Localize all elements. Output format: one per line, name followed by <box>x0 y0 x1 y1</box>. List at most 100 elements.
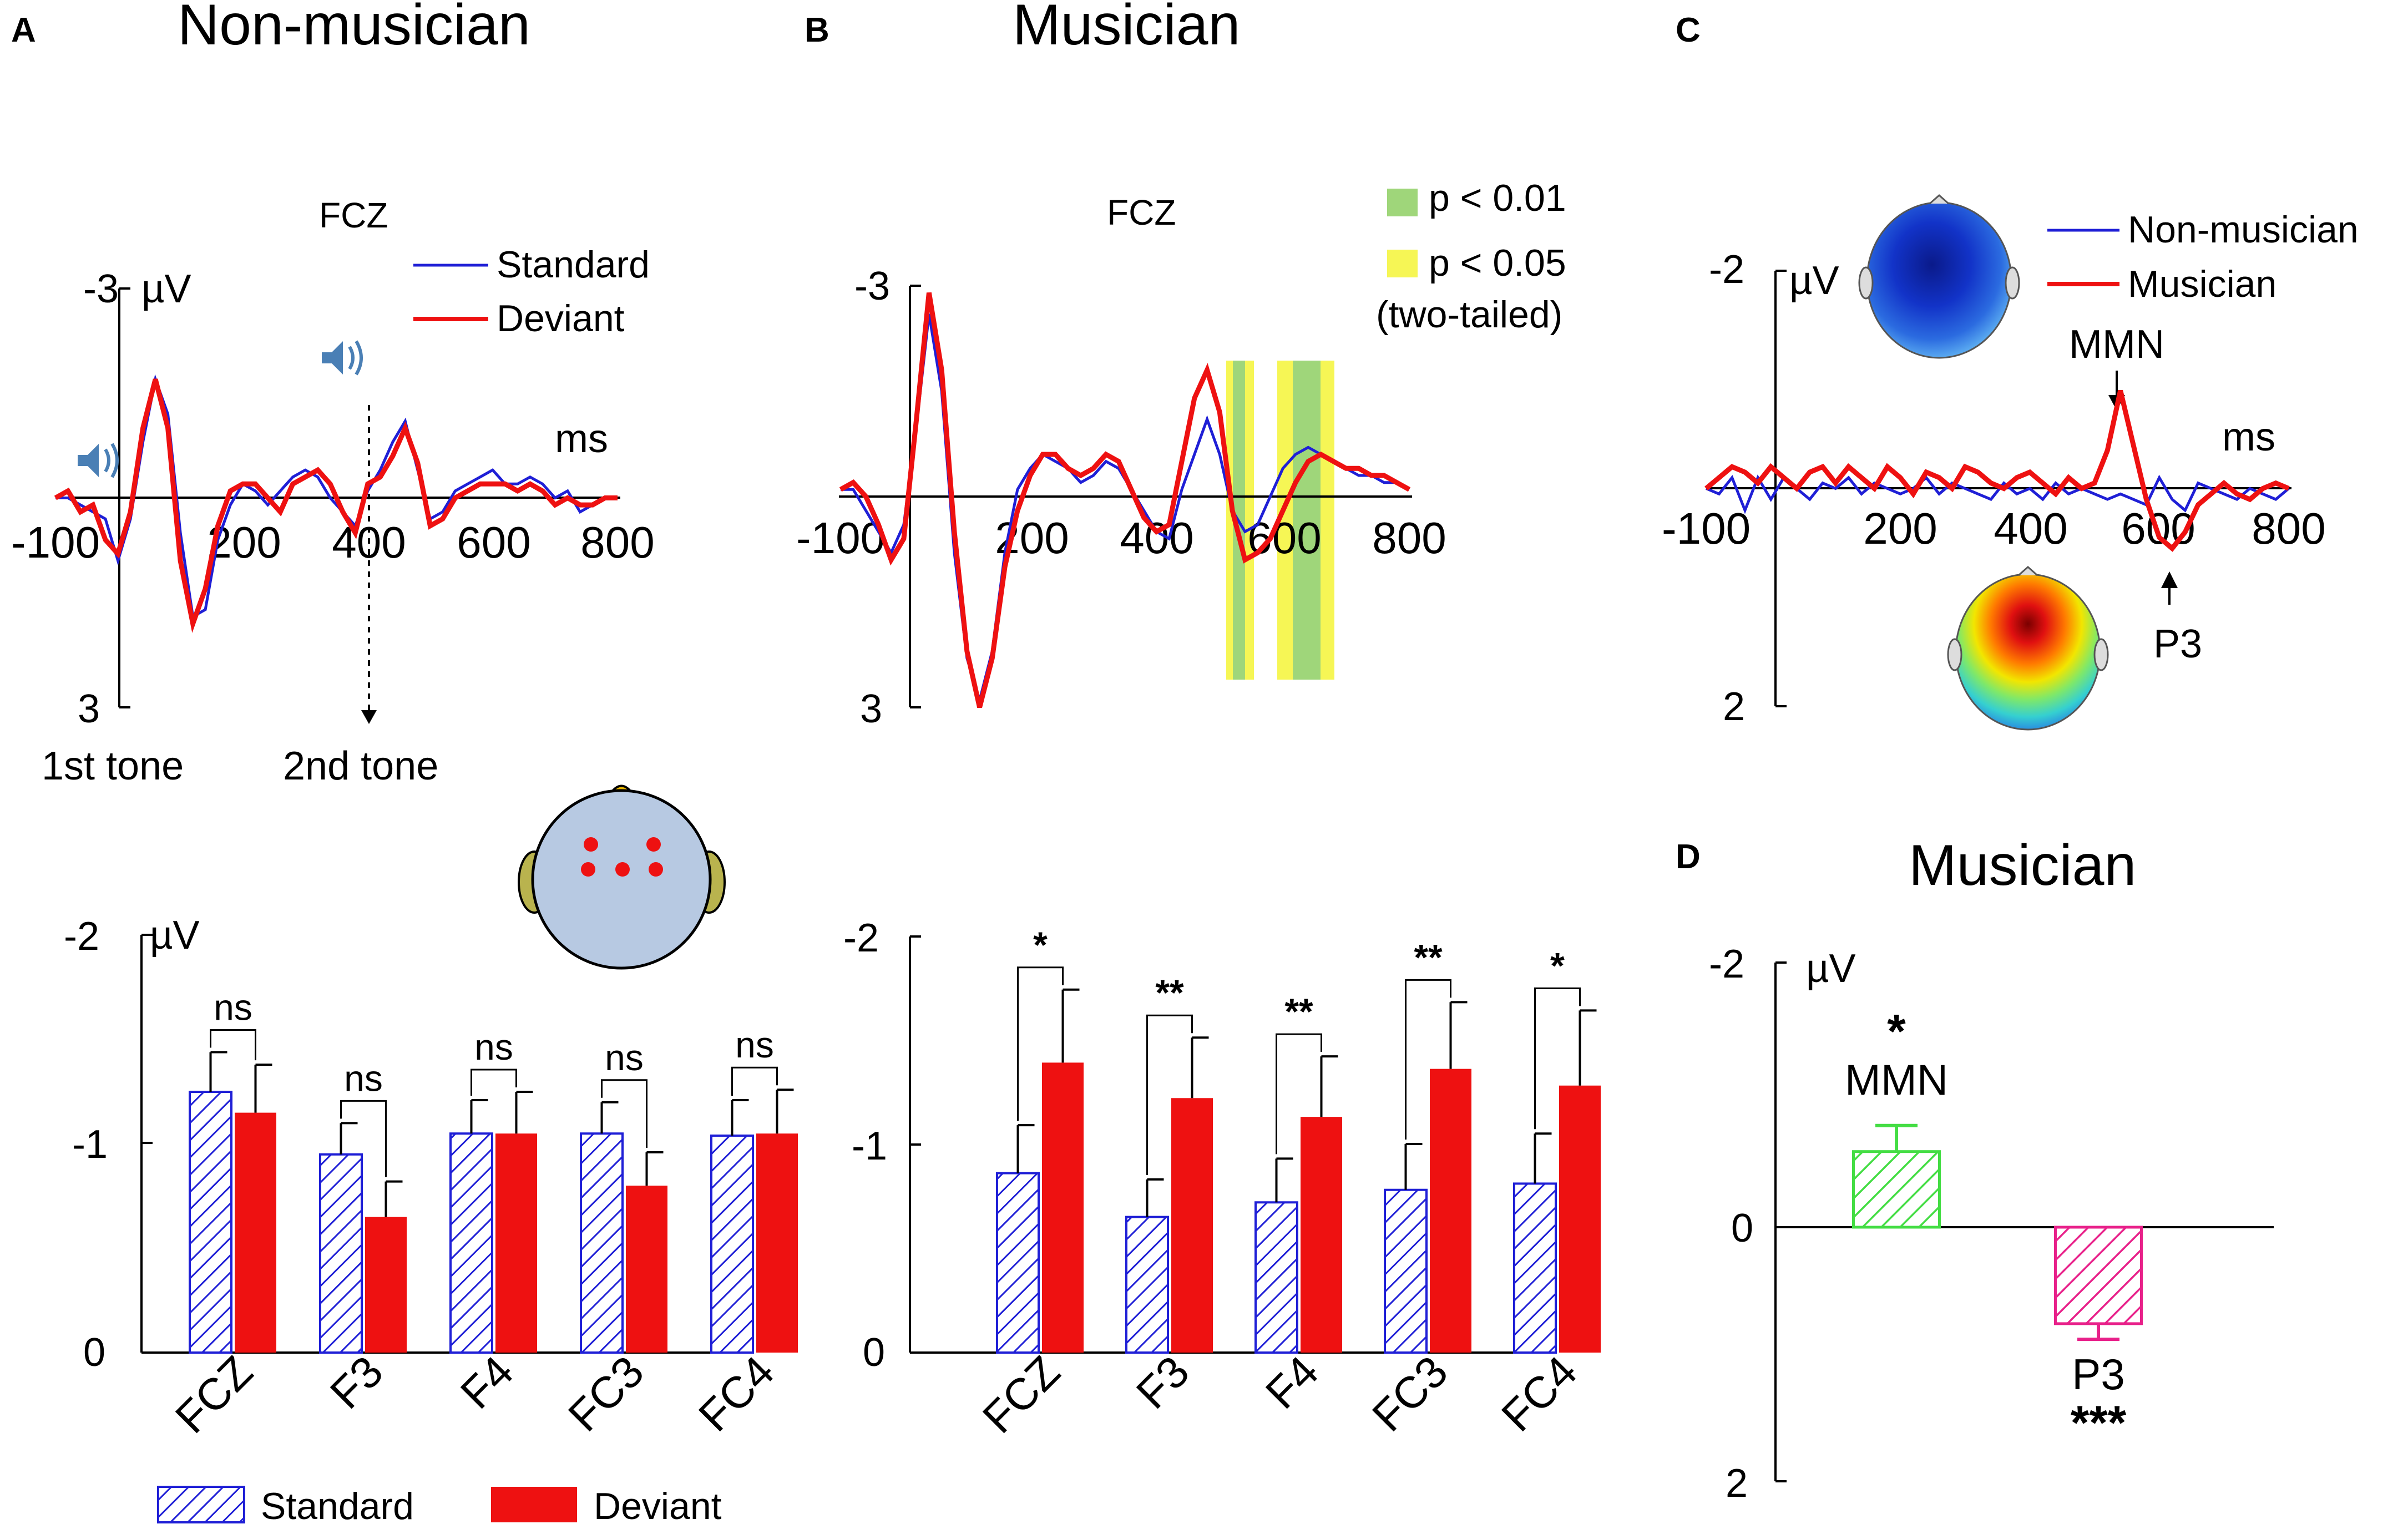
significance-bracket <box>1276 1033 1322 1155</box>
bar-deviant <box>1171 1098 1213 1353</box>
b-legend-p05-swatch <box>1387 250 1418 277</box>
c-y-tick-label-top: -2 <box>1709 247 1744 292</box>
c-x-tick-label: 400 <box>1994 504 2067 553</box>
panel-letter-a: A <box>11 11 36 49</box>
significance-label: ns <box>214 987 252 1028</box>
significance-label: * <box>1887 1005 1906 1059</box>
a-bar-ylabel: µV <box>150 913 200 958</box>
a-erp-title: FCZ <box>319 195 388 235</box>
legend-standard-label: Standard <box>261 1485 414 1527</box>
category-label: FC3 <box>559 1346 653 1441</box>
b-legend-p01-swatch <box>1387 189 1418 216</box>
b-bar-y-tick-label: -2 <box>843 916 879 960</box>
panel-letter-b: B <box>805 11 829 49</box>
p3-label: P3 <box>2153 622 2202 666</box>
bar-deviant <box>495 1133 537 1353</box>
a-erp-y-tick-label-top: -3 <box>83 267 119 311</box>
bar-deviant <box>1301 1117 1342 1353</box>
bar-mmn <box>1852 1150 1941 1229</box>
panel-title-b: Musician <box>1013 0 1240 57</box>
a-erp-x-tick-label: 800 <box>580 518 654 567</box>
a-erp-xlabel: ms <box>555 417 608 461</box>
d-bar-y-tick-label: 0 <box>1731 1206 1753 1250</box>
c-y-tick-label-bottom: 2 <box>1723 685 1745 729</box>
category-label: P3 <box>2072 1350 2124 1399</box>
second-tone-arrowhead <box>361 710 377 724</box>
bar-deviant <box>756 1133 798 1353</box>
d-bar-ylabel: µV <box>1806 946 1856 991</box>
a-erp-ylabel: µV <box>141 267 191 311</box>
category-label: MMN <box>1845 1056 1948 1105</box>
category-label: FC4 <box>689 1346 783 1441</box>
a-bar-y-tick-label: 0 <box>83 1330 105 1375</box>
a-legend-standard: Standard <box>497 244 650 286</box>
bar-standard <box>1384 1188 1428 1354</box>
bottom-legend: Standard Deviant <box>157 1485 722 1527</box>
p3-arrowhead <box>2161 571 2178 588</box>
b-bar-y-tick-label: 0 <box>863 1330 885 1375</box>
bar-deviant <box>626 1186 667 1353</box>
c-x-tick-label: 200 <box>1863 504 1937 553</box>
bar-deviant <box>235 1112 276 1353</box>
significance-label: ns <box>605 1037 644 1078</box>
b-bar-y-tick-label: -1 <box>852 1124 887 1168</box>
significance-bracket <box>1146 1014 1193 1175</box>
category-label: F3 <box>321 1346 392 1418</box>
head-icon <box>531 789 712 970</box>
bar-deviant <box>365 1217 407 1353</box>
category-label: F3 <box>1127 1346 1198 1418</box>
b-erp-deviant-line <box>839 292 1411 708</box>
category-label: FC3 <box>1363 1346 1457 1441</box>
category-label: FCZ <box>973 1346 1069 1442</box>
topomap-mmn <box>1858 194 2020 359</box>
category-label: FC4 <box>1492 1346 1586 1441</box>
mmn-label: MMN <box>2069 322 2164 367</box>
legend-deviant-label: Deviant <box>594 1485 722 1527</box>
speaker-icon <box>322 340 363 376</box>
c-x-tick-label: -100 <box>1662 504 1751 553</box>
d-bar-y-tick-label: -2 <box>1709 942 1744 986</box>
significance-bracket <box>1405 979 1451 1140</box>
significance-label: ** <box>1155 972 1184 1013</box>
significance-bracket <box>1534 987 1581 1130</box>
bar-standard <box>319 1153 363 1354</box>
bar-p3 <box>2054 1226 2143 1325</box>
first-tone-label: 1st tone <box>42 744 184 788</box>
bar-standard <box>710 1134 754 1354</box>
significance-bracket <box>210 1029 256 1061</box>
significance-bracket <box>1017 966 1064 1121</box>
speaker-icon <box>78 443 119 478</box>
panel-c-difference-chart: -2 2 µV ms -100 200 400 600 800 Non-musi… <box>1662 194 2359 731</box>
b-erp-x-tick-label: -100 <box>796 513 885 563</box>
bar-deviant <box>1559 1085 1601 1353</box>
b-erp-x-tick-label: 400 <box>1120 513 1193 563</box>
b-erp-y-tick-label-bottom: 3 <box>860 687 882 731</box>
c-musician-line <box>1704 389 2290 552</box>
electrode-fc4 <box>646 837 661 852</box>
panel-b-bar-chart: -2 -1 0 * FCZ ** F3 ** F4 ** FC3 * FC4 <box>843 916 1601 1442</box>
a-legend-deviant: Deviant <box>497 297 625 340</box>
panel-b-erp-chart: -3 3 FCZ -100 200 400 600 800 p < 0.01 p… <box>796 177 1566 731</box>
b-legend-two-tailed: (two-tailed) <box>1376 293 1562 336</box>
bar-standard <box>580 1132 624 1354</box>
topomap-p3 <box>1947 565 2109 731</box>
c-legend-musician: Musician <box>2128 263 2277 305</box>
a-bar-y-tick-label: -2 <box>64 914 99 959</box>
c-x-tick-label: 800 <box>2252 504 2325 553</box>
panel-a-erp-chart: -3 3 µV ms FCZ -100 200 400 600 800 1st … <box>11 195 655 788</box>
significance-label: ns <box>735 1024 774 1065</box>
b-legend-p05: p < 0.05 <box>1429 242 1566 284</box>
bar-deviant <box>1042 1062 1084 1353</box>
sig-band-p01 <box>1293 361 1321 680</box>
b-erp-x-tick-label: 800 <box>1372 513 1446 563</box>
electrode-fcz <box>615 862 630 877</box>
bar-standard <box>996 1172 1040 1354</box>
b-erp-y-tick-label-top: -3 <box>854 264 890 308</box>
a-erp-x-tick-label: -100 <box>11 518 100 567</box>
b-legend-p01: p < 0.01 <box>1429 177 1566 219</box>
category-label: F4 <box>451 1346 523 1418</box>
significance-label: ** <box>1414 936 1443 978</box>
d-bar-y-tick-label: 2 <box>1726 1461 1748 1506</box>
bar-standard <box>1513 1182 1557 1354</box>
significance-label: ns <box>344 1057 383 1098</box>
